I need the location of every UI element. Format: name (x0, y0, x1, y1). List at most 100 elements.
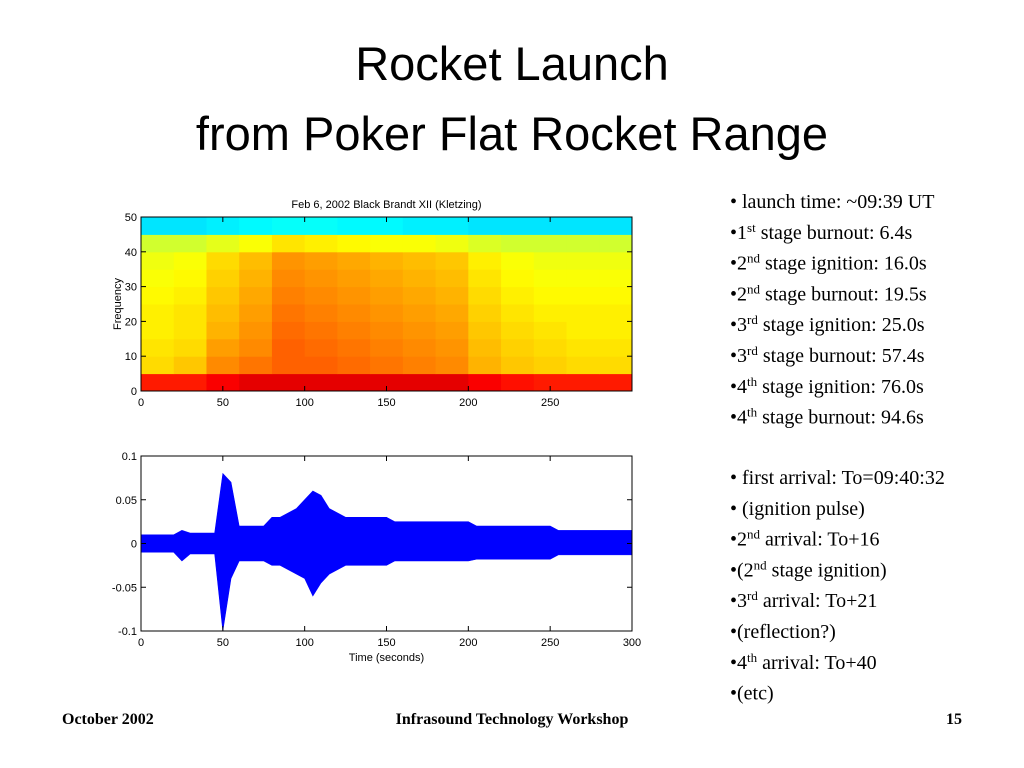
bullet-text: •2 (730, 253, 747, 275)
heat-cell (402, 321, 437, 340)
bullet: •1st stage burnout: 6.4s (730, 219, 913, 244)
bullet-text: stage ignition: 76.0s (757, 376, 924, 398)
heat-cell (435, 251, 469, 270)
heat-cell (173, 338, 207, 357)
heat-cell (304, 234, 338, 253)
title-line: Rocket Launch (355, 37, 669, 90)
heat-cell (173, 269, 207, 288)
bullet: •3rd stage burnout: 57.4s (730, 343, 925, 368)
heat-cell (402, 338, 437, 357)
heat-cell (271, 269, 306, 288)
heat-cell (206, 251, 240, 270)
waveform (140, 472, 633, 632)
x-tick-label: 100 (295, 397, 313, 409)
x-tick-label: 300 (623, 637, 641, 649)
bullet-text: stage burnout: 57.4s (758, 345, 925, 367)
heat-cell (337, 234, 371, 253)
heat-cell (239, 338, 273, 357)
heat-cell (402, 286, 437, 305)
heat-cell (501, 373, 535, 392)
bullet-text: •(etc) (730, 683, 774, 705)
heat-cell (337, 217, 371, 235)
heat-cell (141, 304, 175, 322)
heat-cell (239, 286, 273, 305)
y-tick-label: 0.05 (116, 495, 137, 507)
heat-cell (599, 286, 633, 305)
bullet: • launch time: ~09:39 UT (730, 191, 934, 213)
footer-left: October 2002 (62, 711, 154, 728)
heat-cell (501, 269, 535, 288)
superscript: nd (747, 526, 761, 541)
heat-cell (566, 356, 600, 375)
heat-cell (337, 321, 371, 340)
y-tick-label: 20 (125, 316, 137, 328)
bullet: •3rd arrival: To+21 (730, 588, 877, 613)
x-axis-label: Time (seconds) (349, 652, 424, 664)
heat-cell (402, 373, 437, 392)
heat-cell (468, 217, 502, 235)
heat-cell (141, 269, 175, 288)
bullet-text: stage burnout: 19.5s (760, 283, 927, 305)
heat-cell (239, 251, 273, 270)
heat-cell (239, 217, 273, 235)
heat-cell (435, 356, 469, 375)
heat-cell (271, 373, 306, 392)
heat-cell (468, 251, 502, 270)
y-axis-label: Frequency (112, 278, 124, 330)
heat-cell (599, 321, 633, 340)
bullet-text: stage ignition: 16.0s (760, 253, 927, 275)
heat-cell (501, 217, 535, 235)
heat-cell (599, 269, 633, 288)
heat-cell (239, 321, 273, 340)
bullet-text: • (ignition pulse) (730, 498, 865, 520)
y-tick-label: 0 (131, 539, 137, 551)
heat-cell (173, 251, 207, 270)
heat-cell (468, 269, 502, 288)
heat-cell (402, 304, 437, 322)
heat-cell (402, 269, 437, 288)
heat-cell (501, 286, 535, 305)
heat-cell (370, 373, 404, 392)
heat-cell (173, 217, 207, 235)
heat-cell (599, 251, 633, 270)
chart-title: Feb 6, 2002 Black Brandt XII (Kletzing) (291, 199, 481, 211)
superscript: th (747, 404, 758, 419)
heat-cell (304, 356, 338, 375)
heat-cell (173, 321, 207, 340)
superscript: nd (747, 281, 761, 296)
heat-cell (304, 269, 338, 288)
heat-cell (566, 373, 600, 392)
bullet: •4th stage ignition: 76.0s (730, 373, 924, 398)
heat-cell (239, 373, 273, 392)
heat-cell (566, 321, 600, 340)
heat-cell (271, 338, 306, 357)
heat-cell (141, 286, 175, 305)
heat-cell (206, 269, 240, 288)
heat-cell (173, 286, 207, 305)
heat-cell (239, 356, 273, 375)
bullet: •2nd arrival: To+16 (730, 526, 880, 551)
heat-cell (501, 356, 535, 375)
bullet-text: •2 (730, 283, 747, 305)
heat-cell (370, 269, 404, 288)
heat-cell (435, 338, 469, 357)
heat-cell (533, 356, 568, 375)
bullet-text: •4 (730, 376, 747, 398)
x-tick-label: 200 (459, 397, 477, 409)
bullet: •(2nd stage ignition) (730, 557, 887, 582)
heat-cell (370, 338, 404, 357)
heat-cell (599, 373, 633, 392)
heat-cell (271, 234, 306, 253)
x-tick-label: 250 (541, 397, 559, 409)
heat-cell (533, 286, 568, 305)
x-tick-label: 50 (217, 397, 229, 409)
heat-cell (173, 356, 207, 375)
heat-cell (468, 234, 502, 253)
heat-cell (533, 304, 568, 322)
heat-cell (206, 286, 240, 305)
heat-cell (533, 234, 568, 253)
heat-cell (271, 321, 306, 340)
bullet: •3rd stage ignition: 25.0s (730, 312, 925, 337)
